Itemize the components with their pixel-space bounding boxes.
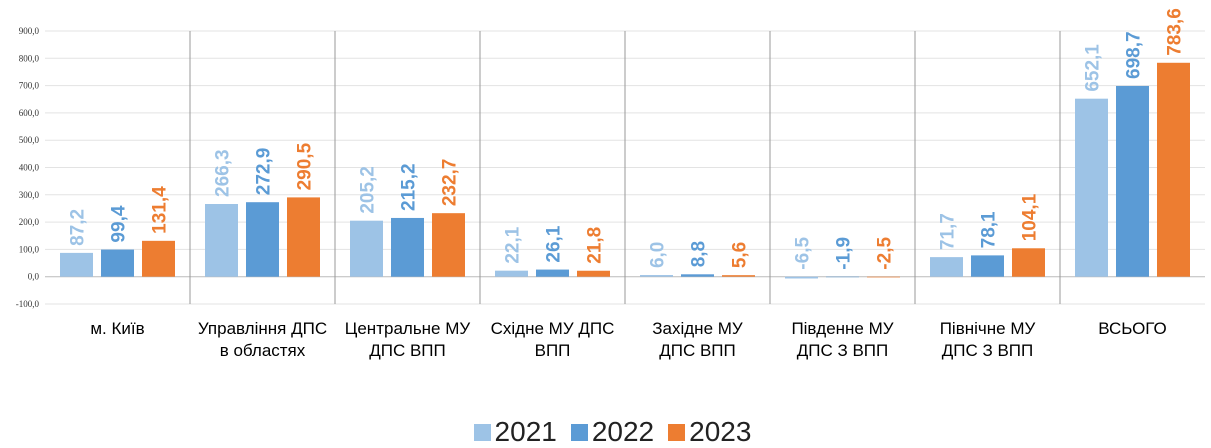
x-tick-label: ВСЬОГО — [1098, 319, 1167, 338]
y-tick-label: 200,0 — [19, 217, 40, 227]
bar — [930, 257, 963, 277]
bar — [142, 240, 175, 277]
bar — [785, 276, 818, 279]
x-tick-label: Управління ДПС в областях — [197, 319, 328, 360]
x-tick-label: Центральне МУ ДПС ВПП — [344, 319, 471, 360]
y-tick-label: 500,0 — [19, 135, 40, 145]
data-label: 783,6 — [1165, 8, 1186, 56]
bar — [1157, 62, 1190, 277]
y-tick-label: 400,0 — [19, 163, 40, 173]
data-label: 22,1 — [503, 226, 524, 263]
data-label: 71,7 — [938, 213, 959, 250]
data-label: 698,7 — [1124, 31, 1145, 79]
y-tick-label: 800,0 — [19, 53, 40, 63]
bar — [246, 202, 279, 277]
data-label: 6,0 — [648, 242, 669, 268]
bar — [640, 275, 673, 277]
data-label: 205,2 — [358, 166, 379, 214]
legend-label: 2022 — [591, 416, 655, 447]
x-tick-label: Північне МУ ДПС З ВПП — [939, 319, 1036, 360]
legend-label: 2023 — [689, 416, 752, 447]
bar — [577, 270, 610, 277]
data-label: 131,4 — [150, 186, 171, 234]
data-label: 266,3 — [213, 149, 234, 197]
data-label: 290,5 — [295, 142, 316, 190]
bar — [432, 213, 465, 277]
data-label: -2,5 — [875, 237, 896, 270]
data-label: 232,7 — [440, 159, 461, 207]
data-label: -6,5 — [793, 237, 814, 270]
x-tick-label: Західне МУ ДПС ВПП — [652, 319, 743, 360]
bar — [536, 269, 569, 277]
bar — [350, 220, 383, 277]
legend-swatch — [473, 424, 491, 441]
bar — [1012, 248, 1045, 277]
data-label: 272,9 — [254, 148, 275, 196]
data-label: 87,2 — [68, 209, 89, 246]
bar — [101, 249, 134, 277]
y-tick-label: 0,0 — [28, 272, 40, 282]
y-tick-label: 300,0 — [19, 190, 40, 200]
bar — [391, 217, 424, 277]
data-label: 21,8 — [585, 227, 606, 264]
data-label: 99,4 — [109, 205, 130, 242]
bar — [681, 274, 714, 277]
data-label: 5,6 — [730, 242, 751, 268]
bar — [722, 275, 755, 277]
x-tick-label: м. Київ — [90, 319, 145, 338]
bar — [1116, 85, 1149, 277]
y-tick-label: 700,0 — [19, 81, 40, 91]
y-tick-label: 600,0 — [19, 108, 40, 118]
x-tick-label: Південне МУ ДПС З ВПП — [791, 319, 894, 360]
legend-swatch — [668, 424, 686, 441]
bar — [495, 270, 528, 277]
data-label: 26,1 — [544, 225, 565, 262]
legend-swatch — [570, 424, 588, 441]
y-tick-label: -100,0 — [16, 299, 40, 309]
data-label: 215,2 — [399, 163, 420, 211]
y-tick-label: 900,0 — [19, 26, 40, 36]
bar — [205, 204, 238, 277]
data-label: -1,9 — [834, 237, 855, 270]
legend-label: 2021 — [494, 416, 557, 447]
legend: 2021 2022 2023 — [0, 416, 1211, 448]
bar — [867, 276, 900, 278]
data-label: 78,1 — [979, 211, 1000, 248]
data-label: 8,8 — [689, 241, 710, 267]
x-tick-label: Східне МУ ДПС ВПП — [490, 319, 615, 360]
bar — [971, 255, 1004, 277]
bar — [1075, 98, 1108, 277]
bar — [287, 197, 320, 277]
data-label: 652,1 — [1083, 44, 1104, 92]
data-label: 104,1 — [1020, 193, 1041, 241]
y-tick-label: 100,0 — [19, 244, 40, 254]
bar — [826, 276, 859, 278]
bar — [60, 252, 93, 277]
